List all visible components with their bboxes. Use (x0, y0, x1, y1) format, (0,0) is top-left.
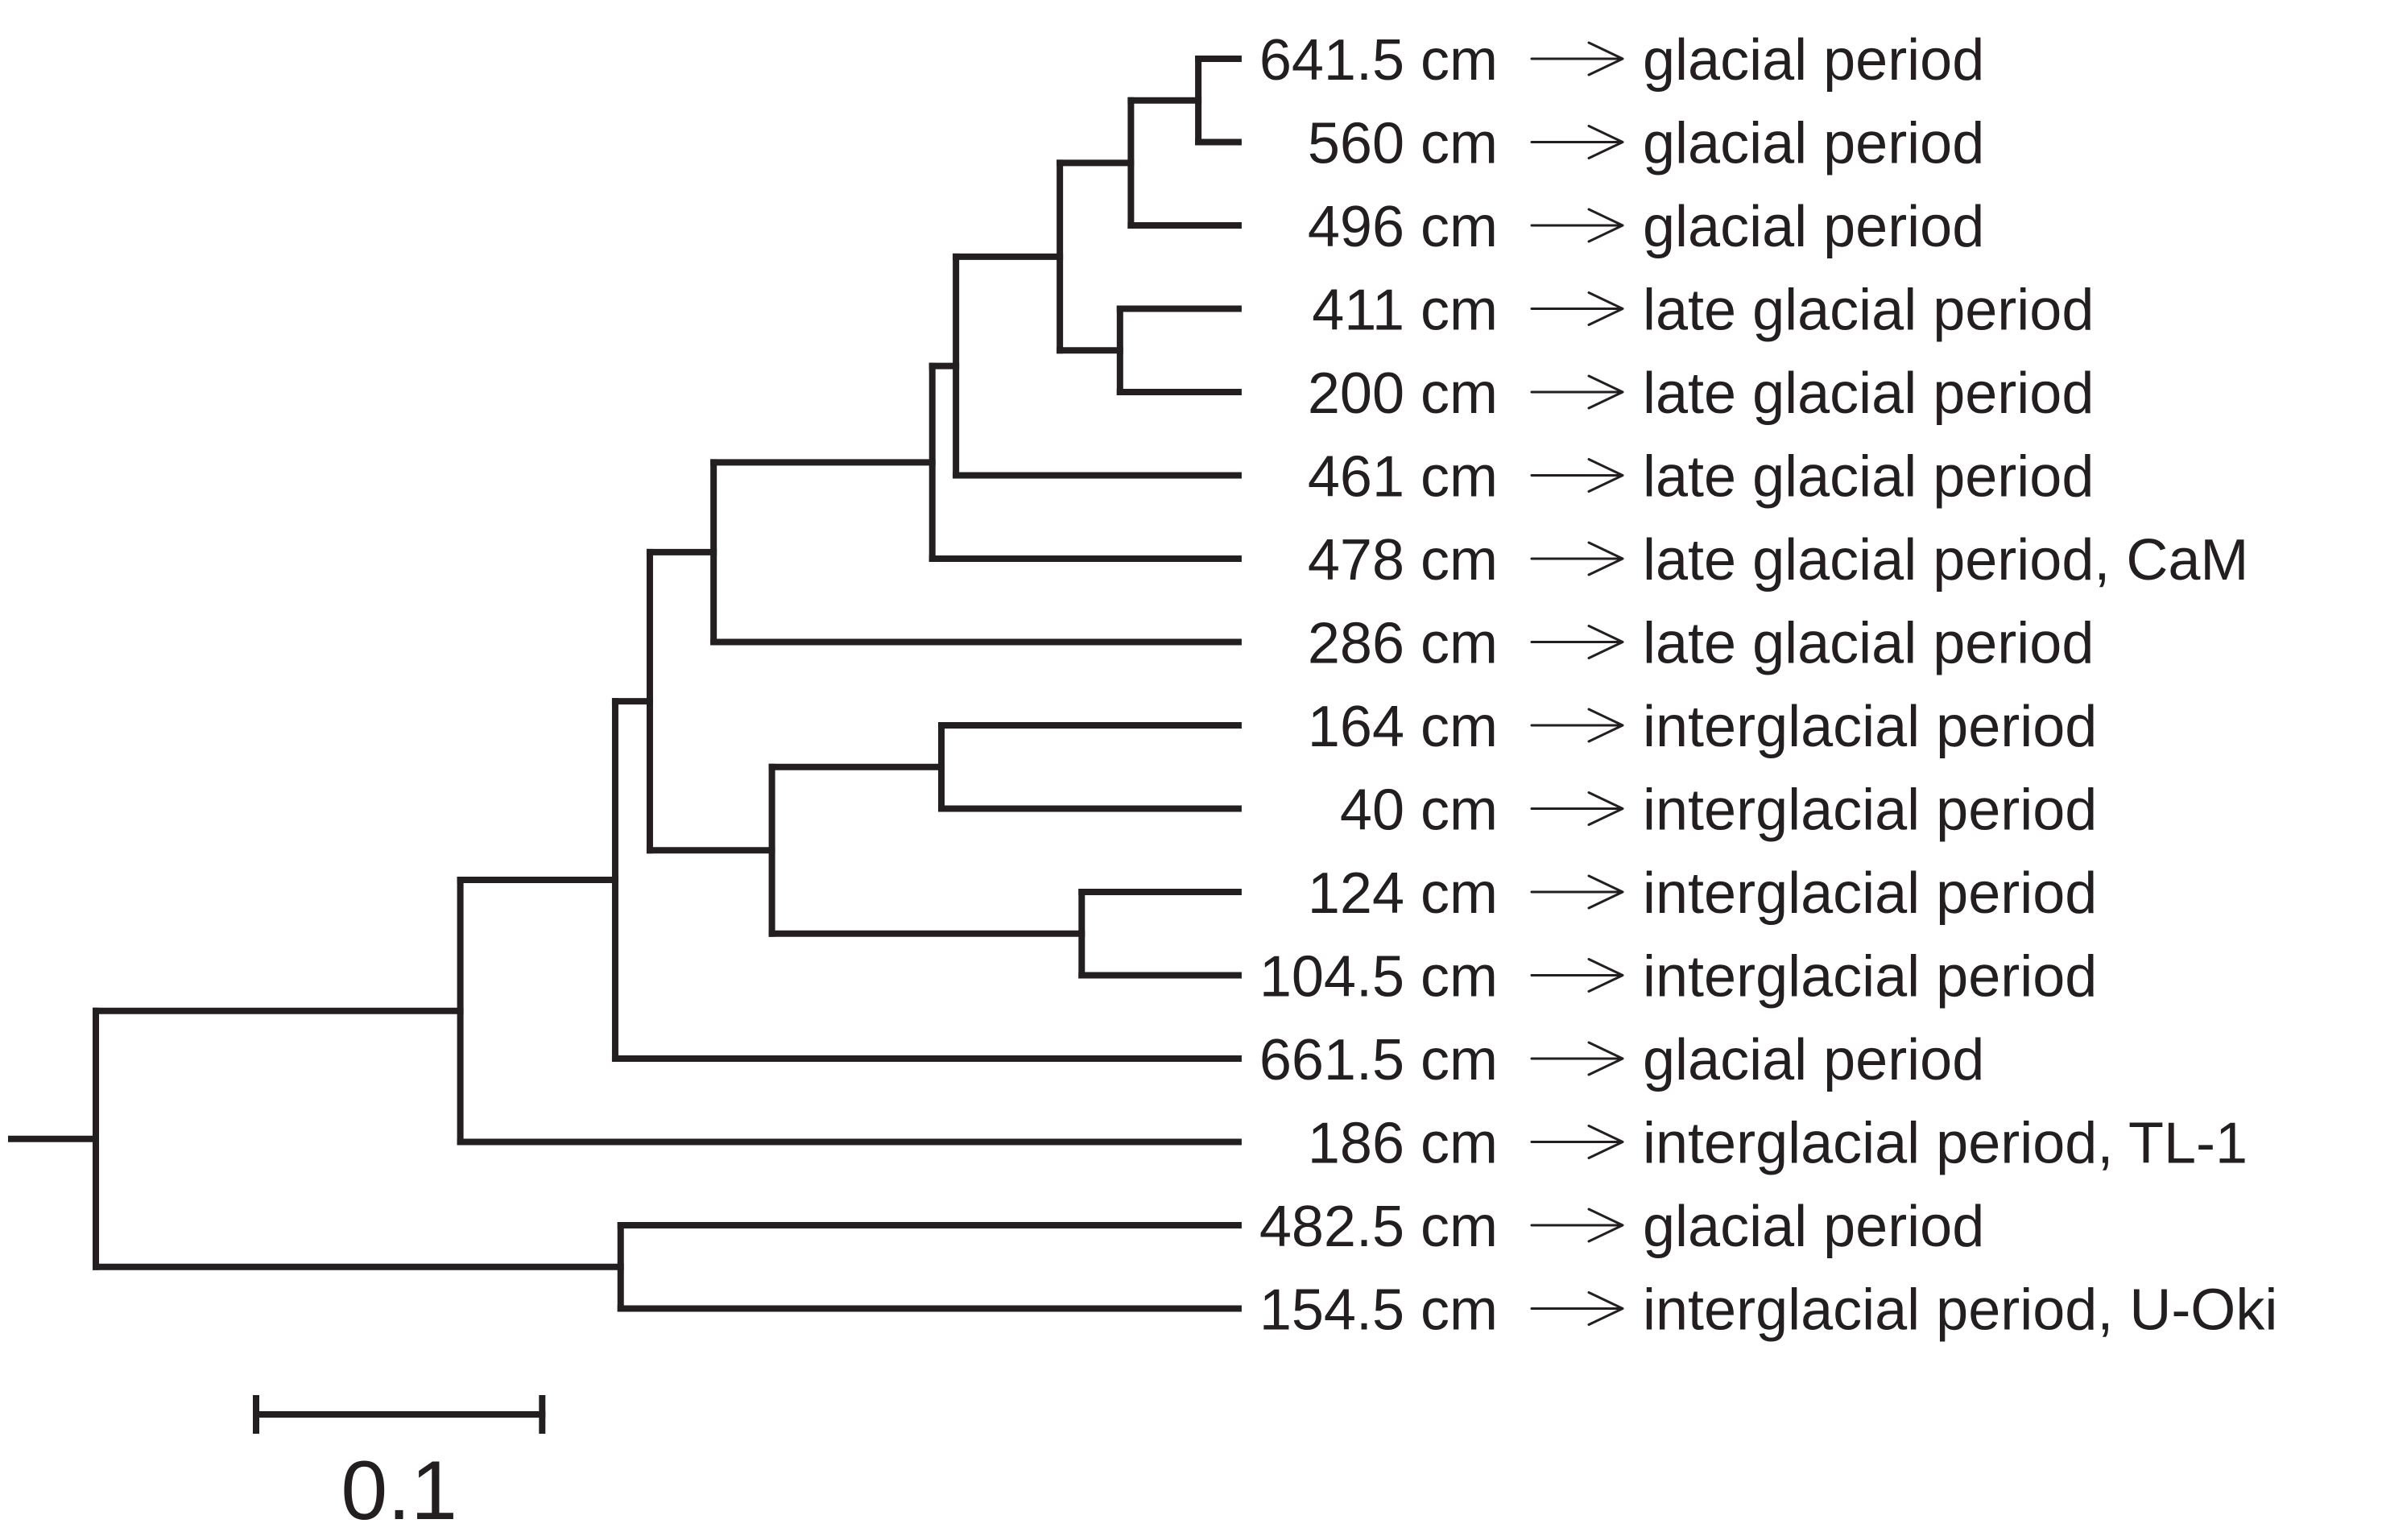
arrow-icon (1530, 1291, 1624, 1326)
depth-label: 461 cm (1308, 445, 1498, 510)
depth-label: 40 cm (1340, 778, 1498, 843)
arrow-icon (1530, 625, 1624, 659)
period-label: late glacial period (1643, 361, 2094, 426)
arrow-icon (1530, 958, 1624, 993)
period-label: interglacial period, TL-1 (1643, 1112, 2248, 1176)
arrow-icon (1530, 541, 1624, 576)
depth-label: 661.5 cm (1259, 1028, 1498, 1092)
depth-label: 154.5 cm (1259, 1278, 1498, 1343)
arrow-icon (1530, 458, 1624, 493)
depth-label: 478 cm (1308, 528, 1498, 592)
period-label: glacial period (1643, 28, 1984, 93)
period-label: interglacial period (1643, 945, 2097, 1009)
depth-label: 124 cm (1308, 861, 1498, 926)
period-label: glacial period (1643, 1028, 1984, 1092)
scale-bar-label: 0.1 (341, 1444, 457, 1538)
depth-label: 411 cm (1312, 279, 1498, 343)
arrow-icon (1530, 125, 1624, 159)
period-label: glacial period (1643, 195, 1984, 259)
arrow-icon (1530, 291, 1624, 326)
period-label: late glacial period (1643, 279, 2094, 343)
period-label: late glacial period (1643, 612, 2094, 676)
arrow-icon (1530, 374, 1624, 410)
arrow-icon (1530, 708, 1624, 743)
arrow-icon (1530, 1208, 1624, 1243)
period-label: interglacial period (1643, 778, 2097, 843)
arrow-icon (1530, 791, 1624, 826)
depth-label: 482.5 cm (1259, 1195, 1498, 1259)
period-label: late glacial period (1643, 445, 2094, 510)
arrow-icon (1530, 1041, 1624, 1076)
period-label: interglacial period, U-Oki (1643, 1278, 2277, 1343)
scale-bar: 0.1 (253, 1395, 546, 1538)
period-label: late glacial period, CaM (1643, 528, 2248, 592)
period-label: interglacial period (1643, 861, 2097, 926)
depth-label: 104.5 cm (1259, 945, 1498, 1009)
arrow-icon (1530, 41, 1624, 76)
depth-label: 496 cm (1308, 195, 1498, 259)
depth-label: 164 cm (1308, 695, 1498, 759)
depth-label: 186 cm (1308, 1112, 1498, 1176)
tip-labels: 641.5 cm glacial period 560 cm glacial peri… (1259, 28, 2277, 1343)
depth-label: 560 cm (1308, 112, 1498, 176)
depth-label: 641.5 cm (1259, 28, 1498, 93)
arrow-icon (1530, 1125, 1624, 1159)
depth-label: 200 cm (1308, 361, 1498, 426)
arrow-icon (1530, 874, 1624, 910)
depth-label: 286 cm (1308, 612, 1498, 676)
period-label: glacial period (1643, 1195, 1984, 1259)
tree-branches (8, 56, 1242, 1312)
period-label: glacial period (1643, 112, 1984, 176)
arrow-icon (1530, 208, 1624, 243)
period-label: interglacial period (1643, 695, 2097, 759)
